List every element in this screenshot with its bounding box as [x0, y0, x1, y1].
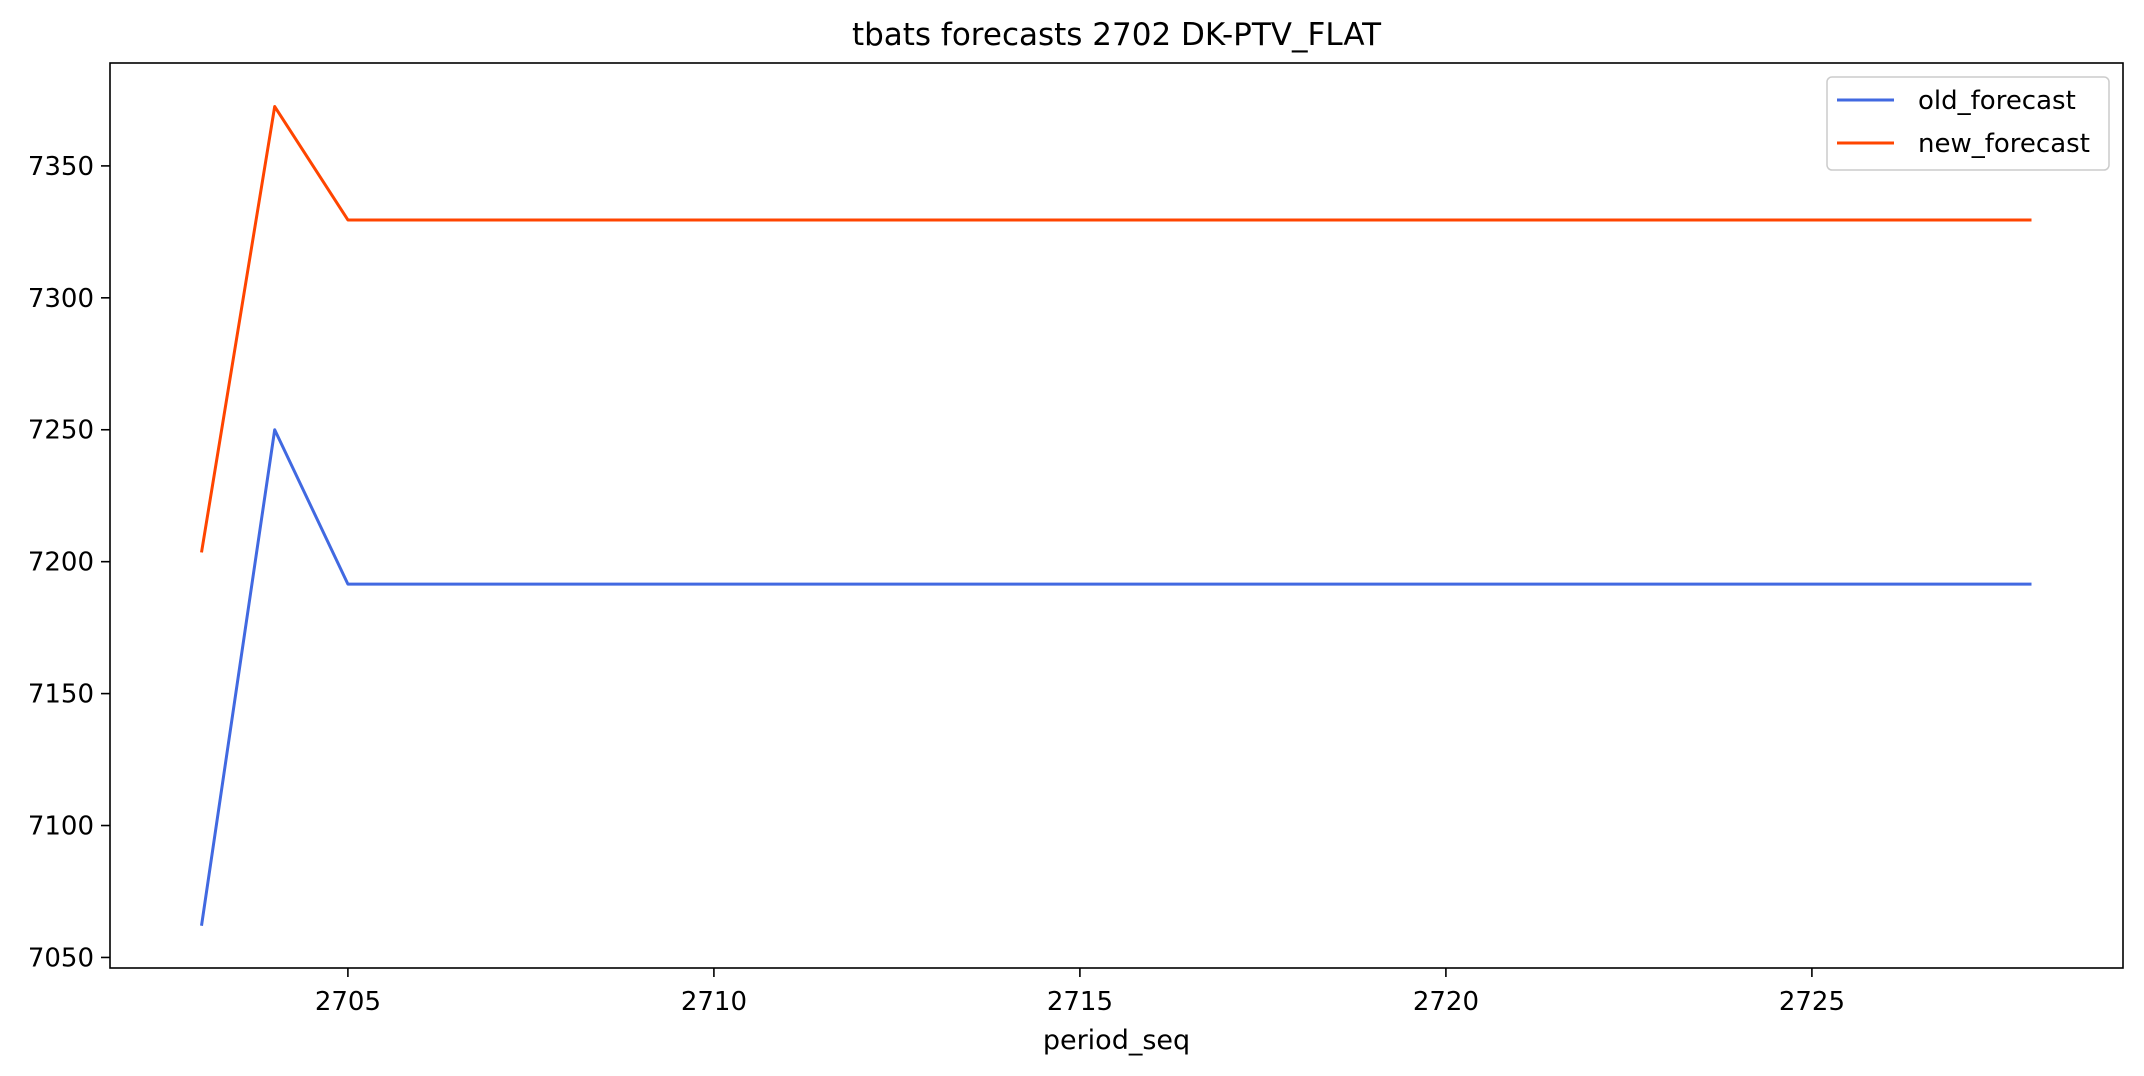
plot-frame	[109, 62, 2124, 969]
x-tick-label: 2710	[681, 987, 747, 1017]
x-axis-label: period_seq	[1043, 1025, 1190, 1056]
chart-title: tbats forecasts 2702 DK-PTV_FLAT	[852, 17, 1382, 53]
y-tick-label: 7250	[28, 416, 94, 446]
x-tick-label: 2715	[1047, 987, 1113, 1017]
series-line-new-forecast	[200, 105, 2032, 553]
y-tick-label: 7200	[28, 548, 94, 578]
plot-lines	[200, 105, 2032, 926]
legend-box	[1826, 76, 2110, 171]
y-tick-label: 7300	[28, 284, 94, 314]
y-axis-ticks: 7050 7100 7150 7200 7250 7300 7350	[28, 152, 110, 973]
x-tick-label: 2705	[315, 987, 381, 1017]
y-tick-label: 7150	[28, 680, 94, 710]
x-tick-label: 2725	[1779, 987, 1845, 1017]
y-tick-label: 7050	[28, 943, 94, 973]
legend-label-new-forecast: new_forecast	[1918, 129, 2090, 159]
series-line-old-forecast	[200, 428, 2032, 926]
y-tick-label: 7350	[28, 152, 94, 182]
legend-label-old-forecast: old_forecast	[1918, 86, 2076, 116]
x-tick-label: 2720	[1413, 987, 1479, 1017]
y-tick-label: 7100	[28, 812, 94, 842]
x-axis-ticks: 2705 2710 2715 2720 2725	[315, 968, 1845, 1017]
legend: old_forecast new_forecast	[1826, 76, 2110, 171]
